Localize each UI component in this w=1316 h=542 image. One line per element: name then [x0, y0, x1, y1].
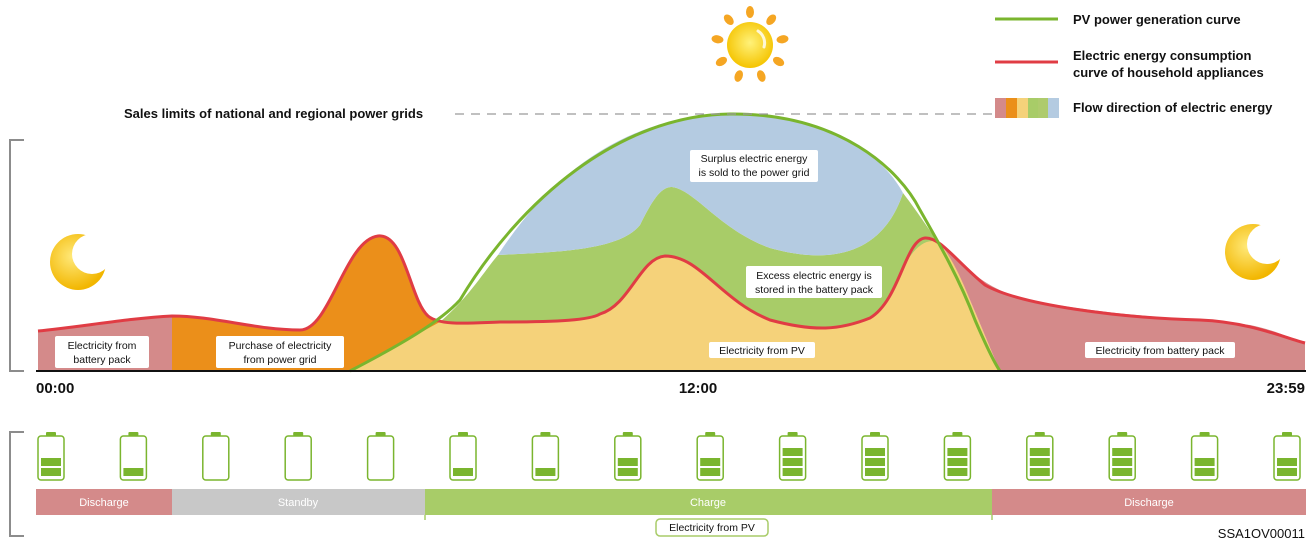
- excess-label-line1: Excess electric energy is: [756, 270, 872, 282]
- battery-icon: [1026, 432, 1054, 481]
- mode-bar: Discharge Standby Charge Discharge: [36, 489, 1306, 515]
- grid-limit-label: Sales limits of national and regional po…: [124, 106, 423, 121]
- battery-region-right: [940, 244, 1305, 371]
- battery-level-bar: [1112, 448, 1133, 456]
- battery-icon: [366, 432, 395, 481]
- battery-level-bar: [1277, 468, 1297, 476]
- pv-source-label: Electricity from PV: [669, 522, 755, 534]
- battery-icon: [119, 432, 148, 481]
- battery-icon: [37, 432, 65, 481]
- battery-level-bar: [1029, 448, 1050, 456]
- battery-level-bar: [865, 458, 885, 466]
- chart-bracket: [9, 139, 24, 372]
- mode-discharge-left-label: Discharge: [79, 497, 129, 509]
- legend: PV power generation curve Electric energ…: [995, 12, 1273, 118]
- battery-level-bar: [865, 448, 885, 456]
- battery-level-bar: [41, 468, 61, 476]
- sun-icon: [711, 6, 789, 82]
- mode-discharge-left: [36, 489, 172, 515]
- surplus-label-line2: is sold to the power grid: [699, 167, 810, 179]
- battery-left-line1: Electricity from: [68, 340, 137, 352]
- battery-icon: [202, 432, 230, 481]
- purchase-line2: from power grid: [244, 354, 317, 366]
- mode-discharge-right-label: Discharge: [1124, 497, 1174, 509]
- region-label-battery-right: Electricity from battery pack: [1085, 342, 1235, 358]
- battery-icon: [696, 432, 724, 481]
- pv-curve: [349, 112, 1002, 373]
- legend-pv-label: PV power generation curve: [1073, 12, 1241, 27]
- region-label-purchase: Purchase of electricity from power grid: [216, 336, 344, 368]
- battery-level-bar: [1194, 458, 1215, 466]
- battery-level-bar: [700, 458, 721, 466]
- battery-bracket: [9, 431, 24, 537]
- time-end: 23:59: [1267, 380, 1305, 397]
- figure-id: SSA1OV00011: [1218, 526, 1305, 541]
- pv-region: [350, 237, 1000, 371]
- surplus-label-line1: Surplus electric energy: [701, 153, 809, 165]
- battery-level-bar: [1112, 458, 1133, 466]
- mode-charge-label: Charge: [690, 497, 726, 509]
- region-label-battery-left: Electricity from battery pack: [55, 336, 149, 368]
- mode-discharge-right: [992, 489, 1306, 515]
- pv-source-indicator: Electricity from PV: [424, 515, 993, 537]
- battery-level-bar: [453, 468, 473, 476]
- battery-level-bar: [947, 458, 968, 466]
- excess-label-line2: stored in the battery pack: [755, 284, 874, 296]
- battery-left-line2: battery pack: [73, 354, 131, 366]
- battery-icon: [449, 432, 477, 481]
- battery-icon: [284, 432, 312, 481]
- battery-level-bar: [782, 448, 803, 456]
- grid-sell-region: [498, 113, 903, 256]
- battery-icon: [861, 432, 889, 481]
- battery-level-bar: [700, 468, 721, 476]
- time-start: 00:00: [36, 380, 74, 397]
- battery-icon: [531, 432, 560, 481]
- legend-flow-swatch: [995, 98, 1059, 118]
- battery-level-bar: [41, 458, 61, 466]
- battery-level-bar: [865, 468, 885, 476]
- mode-standby-label: Standby: [278, 497, 319, 509]
- energy-flow-chart: [36, 112, 1306, 373]
- battery-level-bar: [535, 468, 556, 476]
- battery-level-bar: [617, 458, 638, 466]
- moon-icon-left: [50, 234, 112, 290]
- region-label-surplus: Surplus electric energy is sold to the p…: [690, 150, 818, 182]
- battery-level-bar: [1112, 468, 1133, 476]
- purchase-line1: Purchase of electricity: [229, 340, 332, 352]
- battery-icon: [614, 432, 642, 481]
- battery-level-bar: [782, 458, 803, 466]
- battery-level-bar: [1277, 458, 1297, 466]
- battery-level-bar: [617, 468, 638, 476]
- battery-icon: [1273, 432, 1301, 481]
- battery-level-bar: [947, 468, 968, 476]
- legend-load-label-line2: curve of household appliances: [1073, 65, 1264, 80]
- battery-status-row: [37, 432, 1301, 481]
- mode-standby: [172, 489, 425, 515]
- region-label-excess: Excess electric energy is stored in the …: [746, 266, 882, 298]
- load-curve: [37, 234, 1306, 345]
- region-label-pv: Electricity from PV: [709, 342, 815, 358]
- battery-icon: [1190, 432, 1219, 481]
- moon-icon-right: [1225, 224, 1287, 280]
- legend-flow-label: Flow direction of electric energy: [1073, 100, 1273, 115]
- legend-load-label-line1: Electric energy consumption: [1073, 48, 1251, 63]
- battery-right-label: Electricity from battery pack: [1096, 345, 1226, 357]
- battery-icon: [1108, 432, 1136, 481]
- battery-level-bar: [1029, 468, 1050, 476]
- time-noon: 12:00: [679, 380, 717, 397]
- battery-level-bar: [1194, 468, 1215, 476]
- battery-level-bar: [947, 448, 968, 456]
- pv-label: Electricity from PV: [719, 345, 805, 357]
- battery-icon: [943, 432, 972, 481]
- battery-icon: [778, 432, 807, 481]
- battery-level-bar: [782, 468, 803, 476]
- battery-level-bar: [123, 468, 144, 476]
- mode-charge: [425, 489, 992, 515]
- battery-level-bar: [1029, 458, 1050, 466]
